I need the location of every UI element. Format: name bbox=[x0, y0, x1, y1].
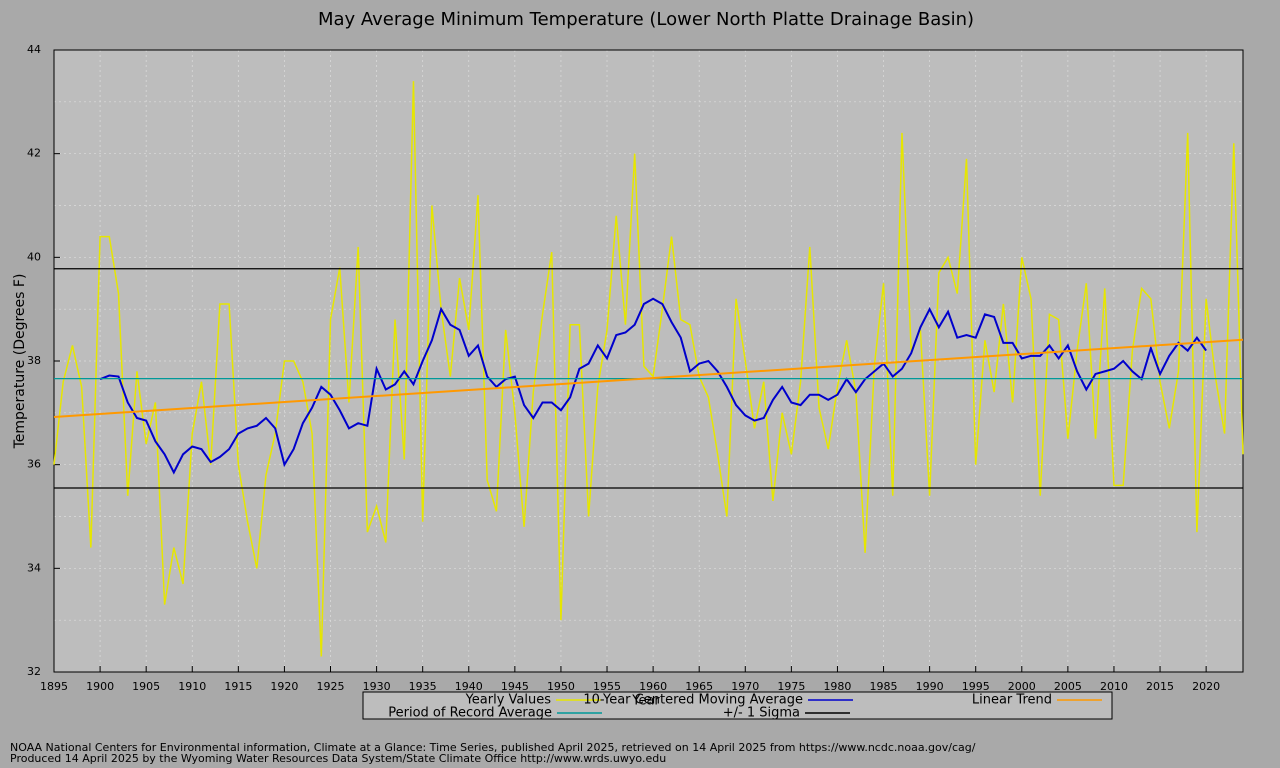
x-tick-label: 1900 bbox=[86, 680, 114, 693]
y-tick-label: 40 bbox=[27, 250, 41, 263]
legend-label: Yearly Values bbox=[465, 693, 552, 708]
x-tick-label: 1915 bbox=[224, 680, 252, 693]
x-tick-label: 1925 bbox=[317, 680, 345, 693]
x-tick-label: 1935 bbox=[409, 680, 437, 693]
trend-line bbox=[53, 338, 1244, 418]
x-axis-title: Year bbox=[631, 694, 660, 709]
y-tick-label: 42 bbox=[27, 147, 41, 160]
y-tick-label: 36 bbox=[27, 458, 41, 471]
series-line bbox=[53, 81, 1244, 657]
x-tick-label: 1895 bbox=[40, 680, 68, 693]
footer-line: Produced 14 April 2025 by the Wyoming Wa… bbox=[10, 752, 666, 765]
x-tick-label: 1945 bbox=[501, 680, 529, 693]
x-tick-label: 1980 bbox=[823, 680, 851, 693]
x-tick-label: 1975 bbox=[777, 680, 805, 693]
x-tick-label: 1985 bbox=[870, 680, 898, 693]
x-tick-label: 2000 bbox=[1008, 680, 1036, 693]
x-tick-label: 2020 bbox=[1192, 680, 1220, 693]
x-tick-label: 1950 bbox=[547, 680, 575, 693]
x-tick-label: 1940 bbox=[455, 680, 483, 693]
y-tick-label: 38 bbox=[27, 354, 41, 367]
x-tick-label: 2015 bbox=[1146, 680, 1174, 693]
legend-box bbox=[362, 691, 1113, 720]
x-tick-label: 1905 bbox=[132, 680, 160, 693]
legend-label: +/- 1 Sigma bbox=[723, 706, 800, 721]
y-tick-label: 34 bbox=[27, 561, 41, 574]
y-tick-label: 32 bbox=[27, 665, 41, 678]
y-axis-title: Temperature (Degrees F) bbox=[12, 274, 28, 450]
legend-label: Period of Record Average bbox=[388, 706, 552, 721]
x-tick-label: 1965 bbox=[685, 680, 713, 693]
x-tick-label: 1910 bbox=[178, 680, 206, 693]
series-line bbox=[99, 297, 1207, 475]
x-tick-label: 1930 bbox=[363, 680, 391, 693]
x-tick-label: 1995 bbox=[962, 680, 990, 693]
legend-label: Linear Trend bbox=[972, 693, 1052, 708]
x-tick-label: 1955 bbox=[593, 680, 621, 693]
x-tick-label: 1960 bbox=[639, 680, 667, 693]
x-tick-label: 1920 bbox=[270, 680, 298, 693]
x-tick-label: 2010 bbox=[1100, 680, 1128, 693]
x-tick-label: 1990 bbox=[916, 680, 944, 693]
x-tick-label: 2005 bbox=[1054, 680, 1082, 693]
legend-label: 10-Year Centered Moving Average bbox=[583, 693, 803, 708]
footer-line: NOAA National Centers for Environmental … bbox=[10, 741, 976, 754]
chart-title: May Average Minimum Temperature (Lower N… bbox=[318, 9, 974, 30]
plot-frame bbox=[53, 49, 1244, 673]
y-tick-label: 44 bbox=[27, 43, 41, 56]
x-tick-label: 1970 bbox=[731, 680, 759, 693]
